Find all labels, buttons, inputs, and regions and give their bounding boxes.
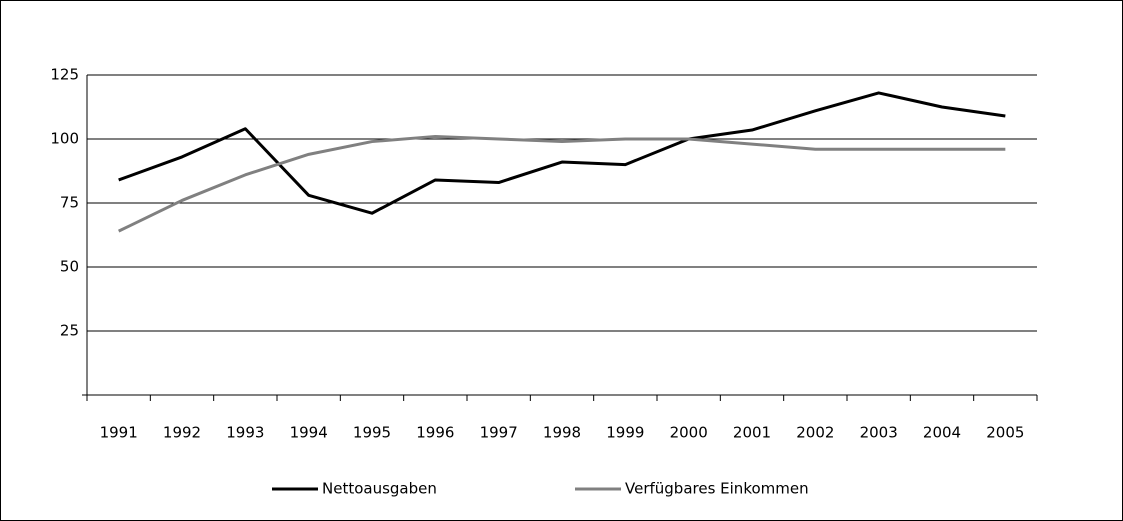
legend-label: Nettoausgaben <box>322 480 437 498</box>
legend-label: Verfügbares Einkommen <box>625 480 809 498</box>
x-tick-label: 2002 <box>796 424 834 442</box>
x-tick-label: 1991 <box>100 424 138 442</box>
x-tick-label: 2003 <box>860 424 898 442</box>
x-tick-label: 2001 <box>733 424 771 442</box>
x-tick-label: 1999 <box>606 424 644 442</box>
x-tick-label: 1996 <box>416 424 454 442</box>
x-tick-label: 2004 <box>923 424 961 442</box>
x-tick-label: 1992 <box>163 424 201 442</box>
x-tick-label: 1993 <box>226 424 264 442</box>
series-line <box>118 134 1006 233</box>
x-tick-label: 1997 <box>480 424 518 442</box>
y-tick-label: 75 <box>60 194 79 212</box>
x-tick-label: 2005 <box>986 424 1024 442</box>
series-line <box>118 91 1006 215</box>
x-tick-label: 1994 <box>290 424 328 442</box>
y-tick-label: 125 <box>50 66 79 84</box>
y-tick-label: 100 <box>50 130 79 148</box>
x-tick-label: 1998 <box>543 424 581 442</box>
y-tick-label: 25 <box>60 322 79 340</box>
x-tick-label: 1995 <box>353 424 391 442</box>
y-tick-label: 50 <box>60 258 79 276</box>
x-tick-label: 2000 <box>670 424 708 442</box>
